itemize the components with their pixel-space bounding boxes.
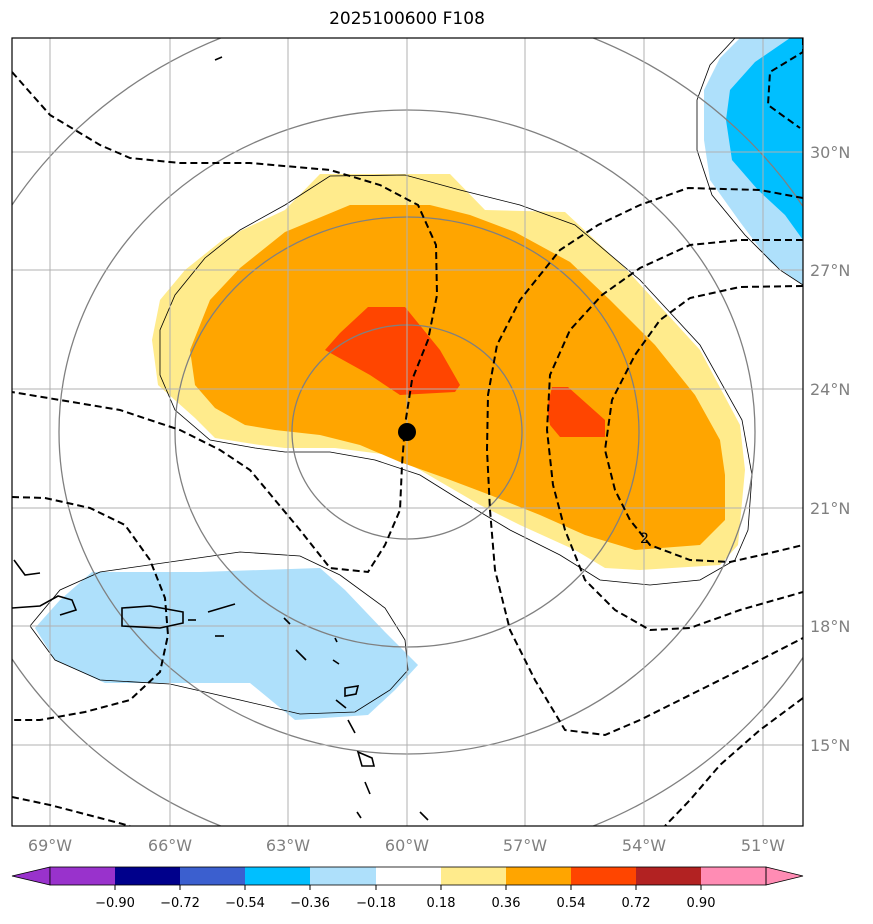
lon-axis: 69°W 66°W 63°W 60°W 57°W 54°W 51°W [28,836,785,855]
lat-label: 27°N [810,261,850,280]
colorbar-tick-label: −0.72 [160,896,200,911]
lon-label: 51°W [741,836,785,855]
colorbar-bin [310,867,376,885]
lon-label: 60°W [385,836,429,855]
map-title: 2025100600 F108 [329,9,485,29]
colorbar-tick-label: −0.18 [356,896,396,911]
lat-axis: 30°N 27°N 24°N 21°N 18°N 15°N [810,143,850,755]
colorbar-bin [441,867,506,885]
fill-deep-blue-ne [726,38,803,240]
lon-label: 69°W [28,836,72,855]
fill-red-orange-east [547,387,605,437]
lon-label: 57°W [503,836,547,855]
colorbar-tick-label: −0.36 [290,896,330,911]
colorbar-tick-label: 0.90 [687,896,716,911]
outline-positive-anomaly [159,174,753,586]
dashed-contours [12,38,803,826]
contour-label: 2 [640,531,649,547]
outline-sw-feature [29,551,409,715]
gridlines [12,38,803,826]
map-frame [11,37,804,827]
colorbar-bin [115,867,180,885]
storm-center-marker [398,423,416,441]
colorbar-bin [636,867,701,885]
outline-ne-feature [696,38,803,286]
colorbar-extend-left [11,866,51,886]
colorbar-tick-label: 0.36 [492,896,521,911]
fill-orange [190,205,725,550]
lat-label: 30°N [810,143,850,162]
lat-label: 15°N [810,736,850,755]
colorbar-bin [701,867,766,885]
colorbar-bin [506,867,571,885]
colorbar-tick-label: 0.54 [557,896,586,911]
lon-label: 63°W [266,836,310,855]
colorbar-tick-label: −0.90 [95,896,135,911]
colorbar-tick-label: 0.72 [622,896,651,911]
colorbar-bin [180,867,245,885]
colorbar: −0.90 −0.72 −0.54 −0.36 −0.18 0.18 0.36 … [11,866,804,911]
lon-label: 66°W [148,836,192,855]
lon-label: 54°W [622,836,666,855]
lat-label: 24°N [810,380,850,399]
colorbar-bin [571,867,636,885]
colorbar-frame [49,866,767,886]
colorbar-bin [50,867,115,885]
islands [12,56,429,821]
lat-label: 21°N [810,499,850,518]
colorbar-tick-label: −0.54 [225,896,265,911]
colorbar-tick-label: 0.18 [427,896,456,911]
colorbar-extend-right [765,866,804,886]
colorbar-bin [376,867,441,885]
colorbar-bin [245,867,310,885]
lat-label: 18°N [810,617,850,636]
fill-red-orange-center [325,307,460,395]
